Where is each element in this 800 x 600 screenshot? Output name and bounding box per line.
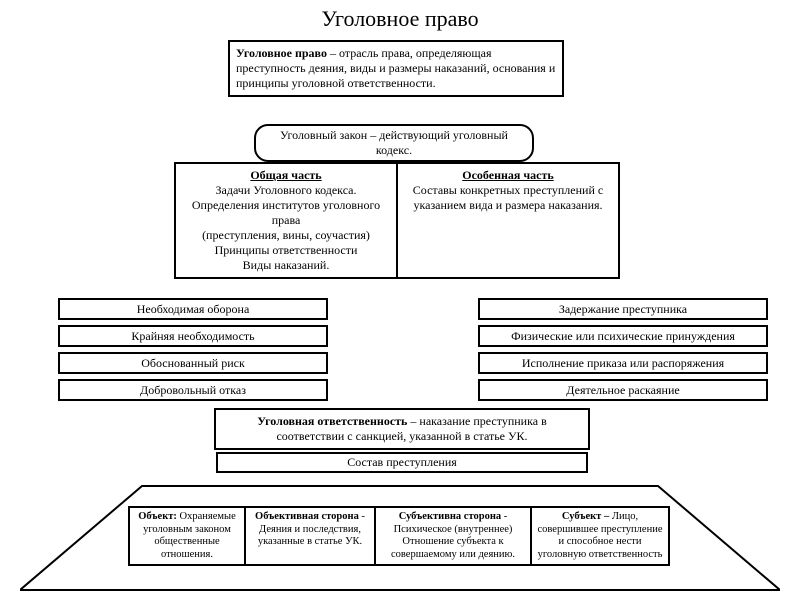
page-title: Уголовное право [0, 6, 800, 32]
left-item-2: Обоснованный риск [58, 352, 328, 374]
parts-box: Общая часть Задачи Уголовного кодекса. О… [174, 162, 620, 279]
left-item-3: Добровольный отказ [58, 379, 328, 401]
law-pill: Уголовный закон – действующий уголовный … [254, 124, 534, 162]
composition-cell-bold-1: Объективная сторона [255, 511, 359, 522]
composition-cell-bold-3: Субъект – [562, 511, 609, 522]
parts-right: Особенная часть Составы конкретных прест… [398, 164, 618, 277]
parts-left-body: Задачи Уголовного кодекса. Определения и… [192, 183, 380, 272]
parts-right-body: Составы конкретных преступлений с указан… [413, 183, 603, 212]
composition-cell-bold-2: Субъективна сторона [399, 511, 501, 522]
right-item-1: Физические или психические принуждения [478, 325, 768, 347]
composition-row: Объект: Охраняемые уголовным законом общ… [128, 506, 672, 566]
composition-cell-1: Объективная сторона - Деяния и последств… [244, 506, 376, 566]
right-item-2: Исполнение приказа или распоряжения [478, 352, 768, 374]
parts-left: Общая часть Задачи Уголовного кодекса. О… [176, 164, 398, 277]
composition-cell-2: Субъективна сторона - Психическое (внутр… [374, 506, 532, 566]
definition-lead: Уголовное право [236, 46, 327, 60]
composition-cell-bold-0: Объект: [138, 511, 177, 522]
right-item-3: Деятельное раскаяние [478, 379, 768, 401]
responsibility-box: Уголовная ответственность – наказание пр… [214, 408, 590, 450]
left-item-0: Необходимая оборона [58, 298, 328, 320]
composition-header: Состав преступления [216, 452, 588, 473]
responsibility-lead: Уголовная ответственность [257, 414, 407, 428]
composition-cell-0: Объект: Охраняемые уголовным законом общ… [128, 506, 246, 566]
right-item-0: Задержание преступника [478, 298, 768, 320]
composition-cell-3: Субъект – Лицо, совершившее преступление… [530, 506, 670, 566]
parts-left-heading: Общая часть [250, 168, 321, 182]
parts-right-heading: Особенная часть [462, 168, 553, 182]
left-item-1: Крайняя необходимость [58, 325, 328, 347]
composition-trapezoid: Объект: Охраняемые уголовным законом общ… [20, 484, 780, 594]
definition-box: Уголовное право – отрасль права, определ… [228, 40, 564, 97]
